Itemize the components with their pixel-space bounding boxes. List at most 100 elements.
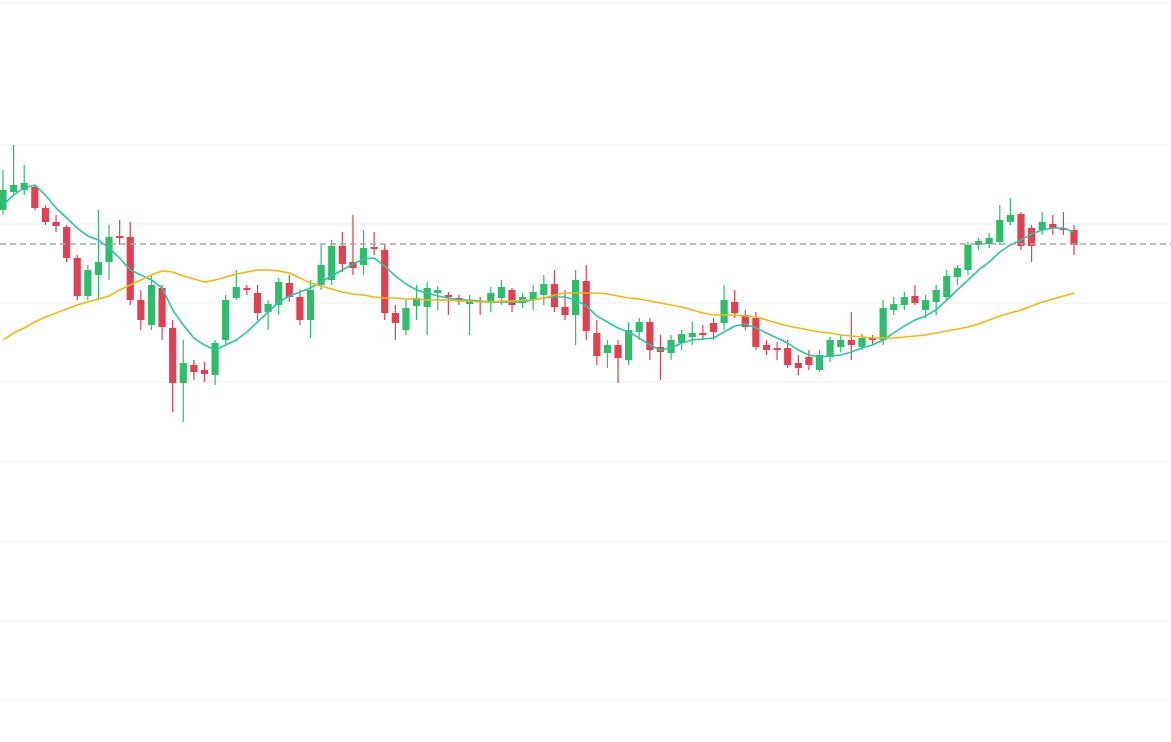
candle-body bbox=[63, 227, 71, 258]
candle-body bbox=[741, 315, 749, 327]
candle-body bbox=[1017, 214, 1025, 246]
candle-body bbox=[593, 333, 601, 356]
candle-body bbox=[1006, 215, 1014, 222]
candle-body bbox=[1038, 222, 1046, 230]
candle-body bbox=[646, 322, 654, 350]
candle-body bbox=[731, 302, 739, 313]
candle-body bbox=[625, 330, 633, 360]
candle-body bbox=[572, 280, 580, 315]
candle-body bbox=[752, 318, 760, 347]
candle-body bbox=[137, 300, 145, 320]
candle-body bbox=[540, 284, 548, 295]
candle-body bbox=[296, 297, 304, 320]
candle-body bbox=[900, 297, 908, 305]
candle-body bbox=[921, 300, 930, 310]
candle-body bbox=[603, 345, 612, 353]
moving-average-line bbox=[2, 269, 1075, 341]
candle-body bbox=[858, 338, 866, 347]
candle-body bbox=[52, 222, 60, 226]
candle-body bbox=[1027, 228, 1036, 246]
candle-body bbox=[529, 292, 537, 300]
candle-body bbox=[837, 340, 845, 347]
candle-body bbox=[1059, 228, 1067, 230]
candle-body bbox=[116, 236, 124, 238]
candle-body bbox=[402, 308, 410, 330]
candle-body bbox=[826, 340, 834, 357]
candle-body bbox=[720, 300, 728, 323]
candle-body bbox=[635, 322, 643, 332]
candle-body bbox=[84, 270, 92, 296]
candle-body bbox=[794, 363, 802, 368]
candle-body bbox=[773, 348, 781, 350]
candle-body bbox=[190, 365, 198, 372]
candle-body bbox=[264, 304, 272, 312]
candle-body bbox=[1049, 224, 1057, 228]
candle-body bbox=[317, 265, 325, 285]
candle-body bbox=[688, 333, 696, 337]
candle-body bbox=[253, 293, 262, 313]
candle-body bbox=[105, 237, 113, 262]
candle-body bbox=[678, 334, 686, 343]
candle-body bbox=[465, 300, 474, 304]
candle-body bbox=[94, 262, 103, 275]
candle-body bbox=[338, 246, 346, 264]
candle-body bbox=[359, 248, 368, 265]
candle-body bbox=[179, 363, 187, 383]
candle-body bbox=[784, 348, 792, 365]
candle-body bbox=[10, 185, 18, 192]
candle-body bbox=[412, 298, 421, 306]
candle-body bbox=[911, 296, 919, 303]
candle-body bbox=[964, 245, 972, 270]
candle-body bbox=[31, 187, 39, 208]
candle-body bbox=[455, 298, 463, 300]
candle-body bbox=[20, 183, 28, 190]
candle-body bbox=[169, 328, 177, 383]
candle-body bbox=[158, 288, 166, 327]
candle-body bbox=[762, 345, 771, 350]
candle-body bbox=[508, 290, 516, 305]
candle-body bbox=[815, 355, 824, 370]
candle-body bbox=[147, 285, 156, 325]
candle-body bbox=[985, 238, 993, 244]
candle-body bbox=[73, 258, 81, 296]
candle-body bbox=[381, 250, 389, 313]
candle-body bbox=[953, 268, 961, 277]
candle-body bbox=[487, 293, 495, 303]
candle-body bbox=[232, 287, 240, 298]
candle-body bbox=[996, 220, 1004, 242]
candle-body bbox=[561, 307, 569, 315]
candle-body bbox=[879, 308, 887, 340]
candle-body bbox=[932, 290, 940, 302]
candle-body bbox=[328, 246, 336, 280]
candle-body bbox=[497, 287, 505, 298]
candle-body bbox=[974, 241, 983, 245]
candle-body bbox=[444, 295, 452, 297]
candle-body bbox=[868, 338, 877, 340]
candle-body bbox=[306, 290, 315, 320]
candle-body bbox=[275, 282, 283, 305]
candle-body bbox=[1070, 230, 1078, 245]
candle-body bbox=[391, 313, 399, 323]
candle-body bbox=[222, 300, 230, 340]
candle-body bbox=[211, 343, 219, 375]
candle-body bbox=[667, 340, 675, 353]
candle-body bbox=[370, 247, 378, 249]
candle-body bbox=[126, 237, 134, 300]
candle-body bbox=[285, 283, 293, 297]
candle-body bbox=[434, 290, 442, 293]
candle-body bbox=[349, 262, 357, 268]
candle-body bbox=[805, 357, 813, 365]
candle-body bbox=[699, 333, 707, 335]
candle-body bbox=[423, 288, 431, 307]
candle-body bbox=[41, 208, 50, 222]
candle-body bbox=[200, 370, 209, 374]
candle-body bbox=[0, 190, 7, 210]
candle-body bbox=[943, 276, 951, 297]
candle-body bbox=[890, 304, 898, 310]
candle-body bbox=[614, 345, 622, 358]
candle-body bbox=[243, 288, 251, 290]
candle-body bbox=[709, 323, 718, 332]
candle-body bbox=[847, 340, 855, 345]
